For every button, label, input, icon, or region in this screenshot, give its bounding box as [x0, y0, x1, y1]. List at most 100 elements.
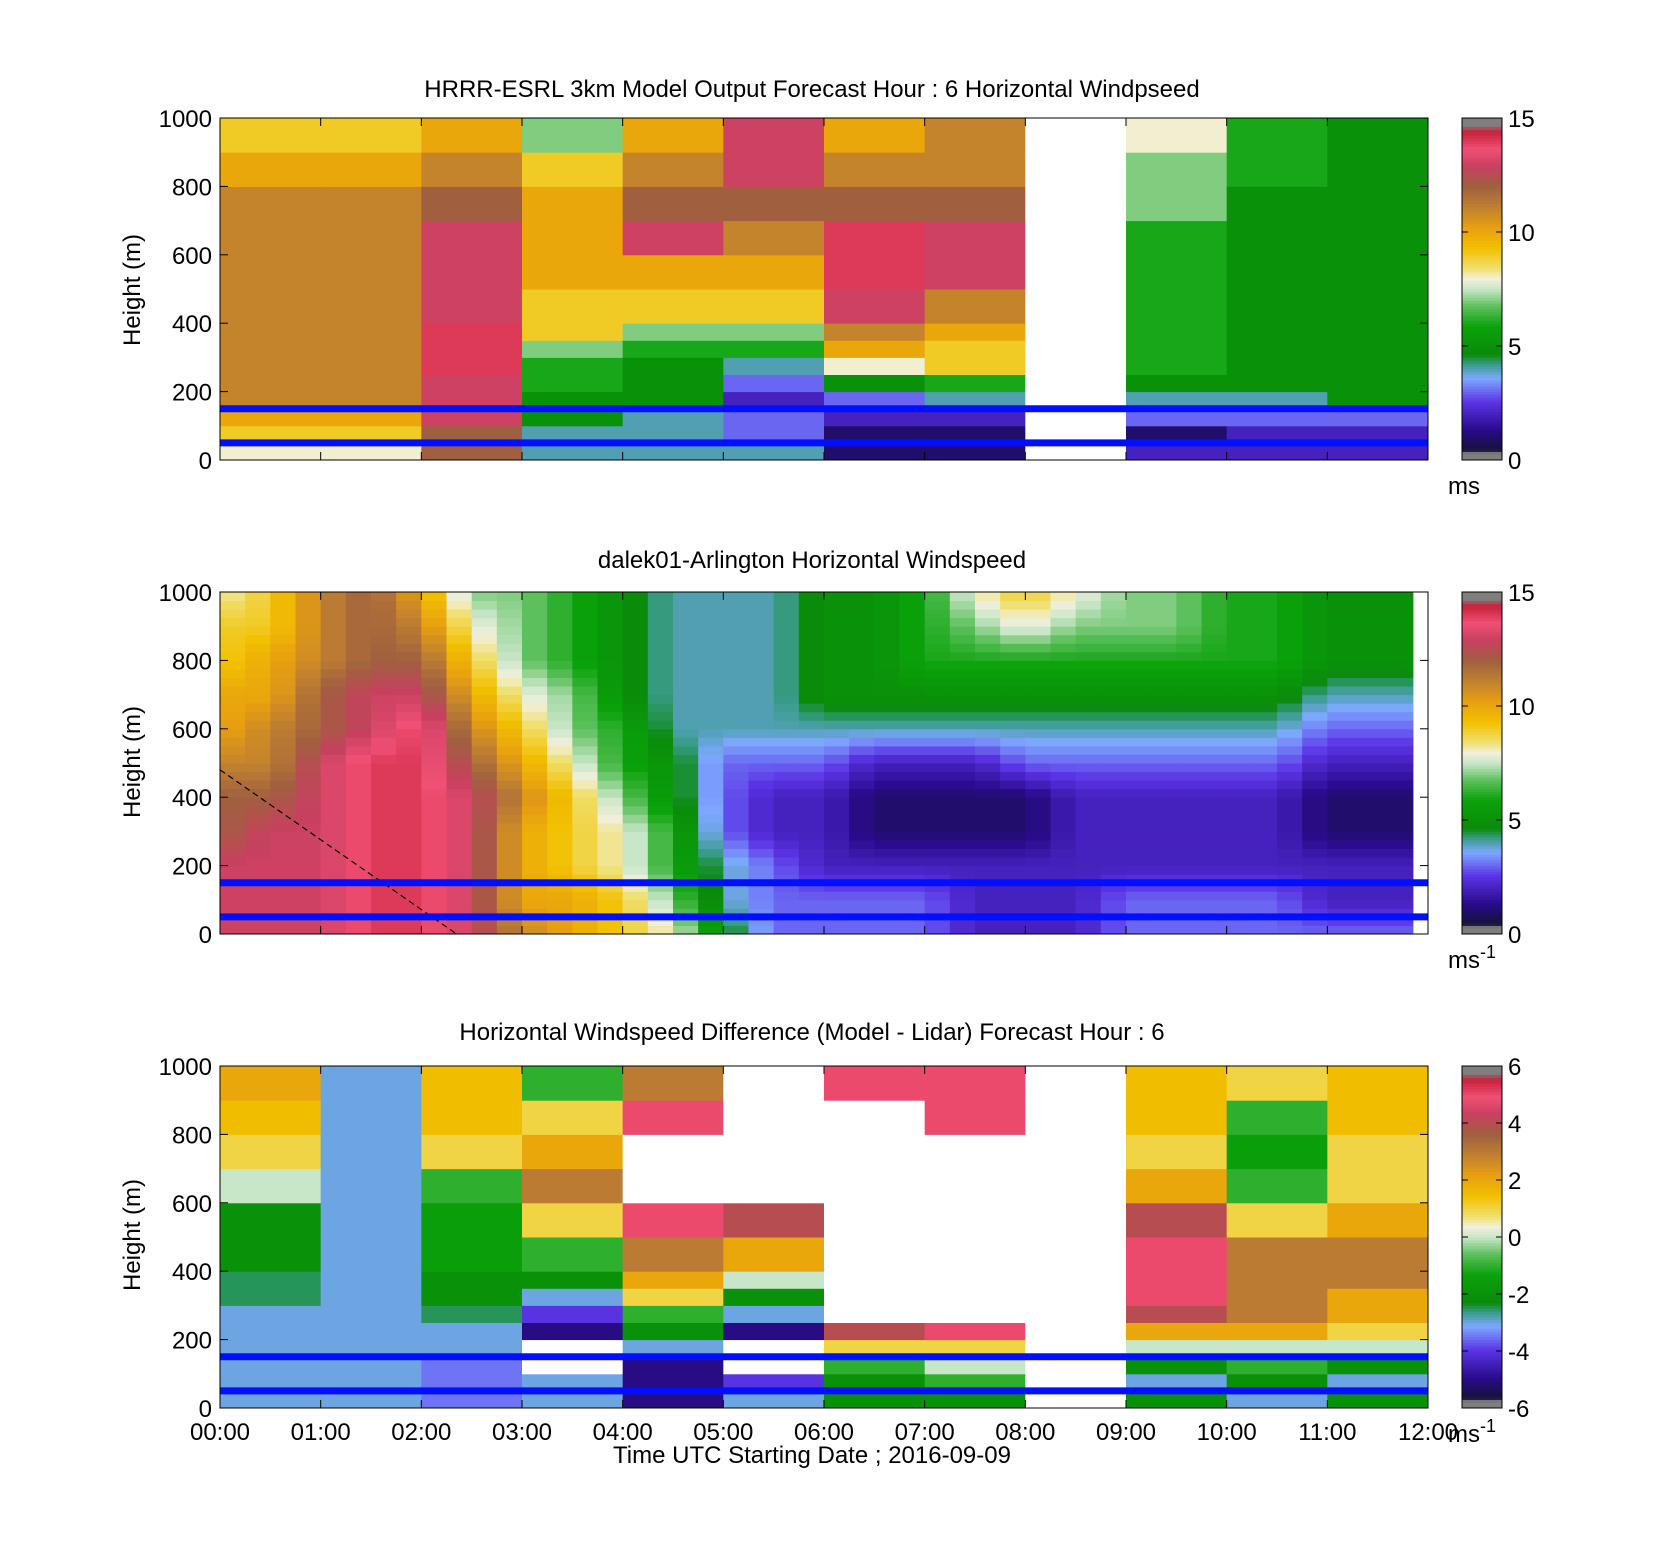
heat-cell	[1050, 908, 1077, 918]
heat-cell	[1302, 592, 1328, 602]
heat-cell	[1327, 660, 1353, 670]
heat-cell	[647, 891, 674, 901]
heat-cell	[345, 694, 372, 704]
heat-cell	[949, 925, 976, 935]
heat-cell	[824, 289, 926, 324]
heat-cell	[849, 848, 875, 858]
heat-cell	[1151, 891, 1177, 901]
heat-cell	[622, 737, 649, 747]
heat-cell	[1075, 763, 1102, 773]
heat-cell	[1277, 771, 1303, 781]
heat-cell	[1025, 763, 1051, 773]
heat-cell	[1226, 1390, 1328, 1409]
heat-cell	[874, 754, 900, 764]
colorbar-segment	[1462, 857, 1502, 861]
colorbar-segment	[1462, 1197, 1502, 1201]
heat-cell	[270, 660, 296, 670]
heat-cell	[924, 916, 951, 926]
heat-cell	[522, 118, 624, 153]
colorbar-segment	[1462, 1319, 1502, 1323]
heat-cell	[320, 763, 347, 773]
heat-cell	[1176, 668, 1202, 678]
heat-cell	[1050, 763, 1077, 773]
heat-cell	[597, 916, 624, 926]
heat-cell	[647, 660, 674, 670]
heat-cell	[1100, 831, 1127, 841]
heat-cell	[1126, 1322, 1228, 1341]
heat-cell	[220, 668, 246, 678]
heat-cell	[874, 668, 900, 678]
heat-cell	[1402, 891, 1414, 901]
heat-cell	[673, 831, 699, 841]
heat-cell	[1075, 857, 1102, 867]
colorbar-segment	[1462, 1068, 1502, 1073]
heat-cell	[597, 797, 624, 807]
heat-cell	[421, 788, 447, 798]
heat-cell	[924, 254, 1026, 290]
heat-cell	[1100, 643, 1127, 653]
heat-cell	[245, 865, 271, 875]
chart-title: Horizontal Windspeed Difference (Model -…	[459, 1019, 1164, 1046]
colorbar-segment	[1462, 1336, 1502, 1341]
heat-cell	[773, 651, 800, 661]
heat-cell	[522, 797, 548, 807]
heat-cell	[798, 916, 825, 926]
colorbar-segment	[1462, 408, 1502, 413]
heat-cell	[421, 425, 523, 444]
colorbar-segment	[1462, 757, 1502, 761]
colorbar-segment	[1462, 1256, 1502, 1261]
heat-cell	[1100, 651, 1127, 661]
heat-cell	[874, 814, 900, 824]
colorbar-segment	[1462, 1105, 1502, 1110]
colorbar-segment	[1462, 328, 1502, 333]
heat-cell	[396, 754, 422, 764]
heat-cell	[220, 323, 322, 341]
heat-cell	[849, 720, 875, 730]
colorbar-segment	[1462, 688, 1502, 693]
heat-cell	[421, 694, 447, 704]
heat-cell	[673, 822, 699, 832]
heat-cell	[547, 609, 573, 619]
heat-cell	[522, 891, 548, 901]
heat-cell	[396, 805, 422, 815]
heat-cell	[748, 677, 775, 687]
colorbar-segment	[1462, 891, 1502, 895]
heat-cell	[522, 1100, 624, 1135]
colorbar-segment	[1462, 1185, 1502, 1190]
heat-cell	[924, 643, 951, 653]
colorbar-segment	[1462, 1085, 1502, 1090]
heat-cell	[748, 703, 775, 713]
heat-cell	[270, 617, 296, 627]
colorbar-segment	[1462, 600, 1502, 604]
heat-cell	[1327, 797, 1353, 807]
heat-cell	[975, 617, 1001, 627]
heat-cell	[622, 626, 649, 636]
heat-cell	[396, 908, 422, 918]
heat-cell	[421, 711, 447, 721]
heat-cell	[924, 408, 1026, 427]
heat-cell	[1000, 891, 1026, 901]
heat-cell	[471, 797, 498, 807]
colorbar-segment	[1462, 457, 1502, 461]
heat-cell	[522, 626, 548, 636]
heat-cell	[949, 720, 976, 730]
heat-cell	[396, 831, 422, 841]
colorbar-segment	[1462, 691, 1502, 696]
heat-cell	[1302, 822, 1328, 832]
colorbar-segment	[1462, 1393, 1502, 1398]
heat-cell	[773, 788, 800, 798]
heat-cell	[446, 780, 473, 790]
heat-cell	[949, 660, 976, 670]
colorbar-segment	[1462, 1348, 1502, 1352]
colorbar-segment	[1462, 326, 1502, 330]
colorbar-segment	[1462, 911, 1502, 915]
heat-cell	[1100, 728, 1127, 738]
heat-cell	[773, 754, 800, 764]
heat-cell	[421, 186, 523, 222]
heat-cell	[496, 874, 523, 884]
heat-cell	[1126, 891, 1152, 901]
heat-cell	[824, 677, 850, 687]
heat-cell	[522, 848, 548, 858]
heat-cell	[1352, 626, 1379, 636]
heat-cell	[849, 651, 875, 661]
